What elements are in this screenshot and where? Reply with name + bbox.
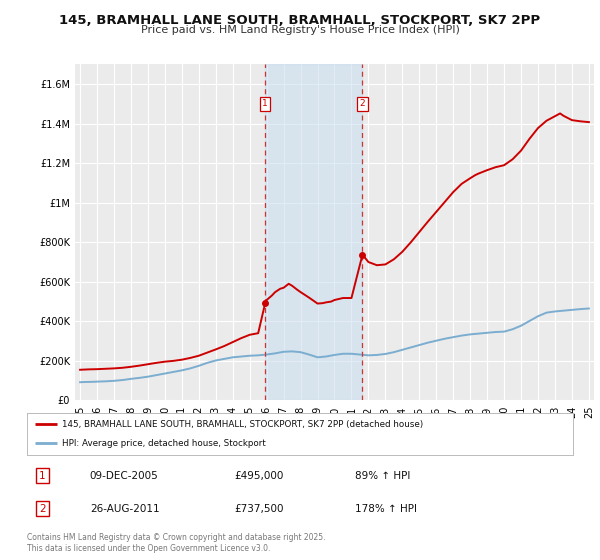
Text: 89% ↑ HPI: 89% ↑ HPI (355, 470, 410, 480)
Text: 2: 2 (359, 100, 365, 109)
Text: Contains HM Land Registry data © Crown copyright and database right 2025.
This d: Contains HM Land Registry data © Crown c… (27, 533, 325, 553)
Text: 145, BRAMHALL LANE SOUTH, BRAMHALL, STOCKPORT, SK7 2PP: 145, BRAMHALL LANE SOUTH, BRAMHALL, STOC… (59, 14, 541, 27)
Text: HPI: Average price, detached house, Stockport: HPI: Average price, detached house, Stoc… (62, 439, 266, 448)
Text: Price paid vs. HM Land Registry's House Price Index (HPI): Price paid vs. HM Land Registry's House … (140, 25, 460, 35)
Bar (265, 64, 362, 400)
Text: 1: 1 (39, 470, 46, 480)
Text: 09-DEC-2005: 09-DEC-2005 (90, 470, 158, 480)
Text: 26-AUG-2011: 26-AUG-2011 (90, 503, 160, 514)
Text: £495,000: £495,000 (235, 470, 284, 480)
Text: 145, BRAMHALL LANE SOUTH, BRAMHALL, STOCKPORT, SK7 2PP (detached house): 145, BRAMHALL LANE SOUTH, BRAMHALL, STOC… (62, 419, 424, 428)
Text: 2: 2 (39, 503, 46, 514)
Text: 178% ↑ HPI: 178% ↑ HPI (355, 503, 416, 514)
Text: £737,500: £737,500 (235, 503, 284, 514)
Text: 1: 1 (262, 100, 268, 109)
